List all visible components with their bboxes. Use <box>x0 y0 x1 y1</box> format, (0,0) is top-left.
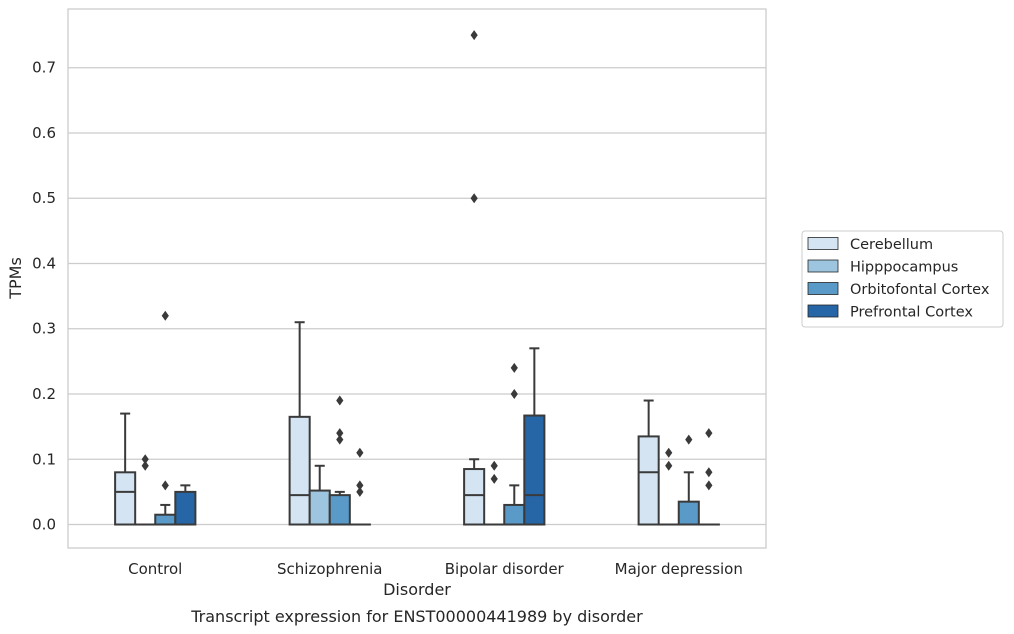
legend-label: Hipppocampus <box>850 260 958 276</box>
outlier-point <box>470 193 478 204</box>
y-tick-label: 0.4 <box>32 254 56 272</box>
legend-swatch <box>807 282 839 295</box>
x-tick-label: Control <box>128 560 182 578</box>
box-group <box>463 30 486 526</box>
outlier-point <box>141 454 149 465</box>
x-axis-label: Disorder <box>383 580 451 599</box>
legend-label: Cerebellum <box>850 237 933 253</box>
box-group <box>503 362 526 526</box>
box-group <box>308 464 331 526</box>
outlier-point <box>685 434 693 445</box>
legend-label: Orbitofontal Cortex <box>850 282 990 298</box>
x-tick-label: Schizophrenia <box>277 560 382 578</box>
x-tick-label: Major depression <box>615 560 743 578</box>
legend-frame <box>801 230 1004 328</box>
y-tick-label: 0.6 <box>32 124 56 142</box>
box <box>174 490 197 526</box>
outlier-point <box>705 467 713 478</box>
outlier-point <box>141 460 149 471</box>
y-tick-label: 0.5 <box>32 189 56 207</box>
box-group <box>697 428 720 526</box>
x-tick-labels: Control Schizophrenia Bipolar disorder Majo… <box>128 560 743 578</box>
outlier-point <box>490 473 498 484</box>
box-group <box>134 454 157 526</box>
box <box>677 500 700 526</box>
box <box>154 513 177 526</box>
plot-boxes <box>114 30 720 526</box>
y-tick-label: 0.0 <box>32 516 56 534</box>
box <box>328 494 351 526</box>
box-group <box>288 321 311 526</box>
outlier-point <box>665 460 673 471</box>
y-tick-label: 0.7 <box>32 59 56 77</box>
outlier-point <box>161 480 169 491</box>
box <box>523 414 546 526</box>
box <box>114 471 137 526</box>
y-axis-label: TPMs <box>6 257 25 300</box>
chart-caption: Transcript expression for ENST0000044198… <box>190 607 643 626</box>
box-group <box>174 484 197 526</box>
box-group <box>637 399 660 526</box>
box-group <box>483 460 506 526</box>
outlier-point <box>665 447 673 458</box>
box-group <box>523 347 546 526</box>
x-tick-label: Bipolar disorder <box>445 560 565 578</box>
legend-label: Prefrontal Cortex <box>850 305 973 321</box>
outlier-point <box>510 362 518 373</box>
legend-swatch <box>807 237 839 250</box>
box <box>637 435 660 526</box>
legend-swatch <box>807 259 839 273</box>
box-group <box>348 447 371 526</box>
y-tick-labels: 0.0 0.1 0.2 0.3 0.4 0.5 0.6 0.7 <box>32 59 56 534</box>
plot-frame <box>67 8 767 549</box>
y-tick-label: 0.2 <box>32 385 56 403</box>
box <box>308 489 331 526</box>
outlier-point <box>356 480 364 491</box>
box-group <box>114 412 137 526</box>
y-tick-label: 0.1 <box>32 450 56 468</box>
box <box>463 468 486 526</box>
legend: Cerebellum Hipppocampus Orbitofontal Corte… <box>801 230 1004 328</box>
legend-swatch <box>807 304 839 318</box>
box-group <box>154 310 177 526</box>
outlier-point <box>356 447 364 458</box>
outlier-point <box>161 310 169 321</box>
outlier-point <box>336 428 344 439</box>
box <box>288 415 311 526</box>
outlier-point <box>336 395 344 406</box>
y-gridlines <box>68 67 766 526</box>
box <box>503 503 526 526</box>
outlier-point <box>705 480 713 491</box>
box-group <box>328 395 351 526</box>
outlier-point <box>356 486 364 497</box>
box-group <box>677 434 700 526</box>
outlier-point <box>510 389 518 399</box>
outlier-point <box>470 30 478 41</box>
y-tick-label: 0.3 <box>32 320 56 338</box>
outlier-point <box>705 428 713 439</box>
outlier-point <box>336 434 344 445</box>
outlier-point <box>490 460 498 471</box>
